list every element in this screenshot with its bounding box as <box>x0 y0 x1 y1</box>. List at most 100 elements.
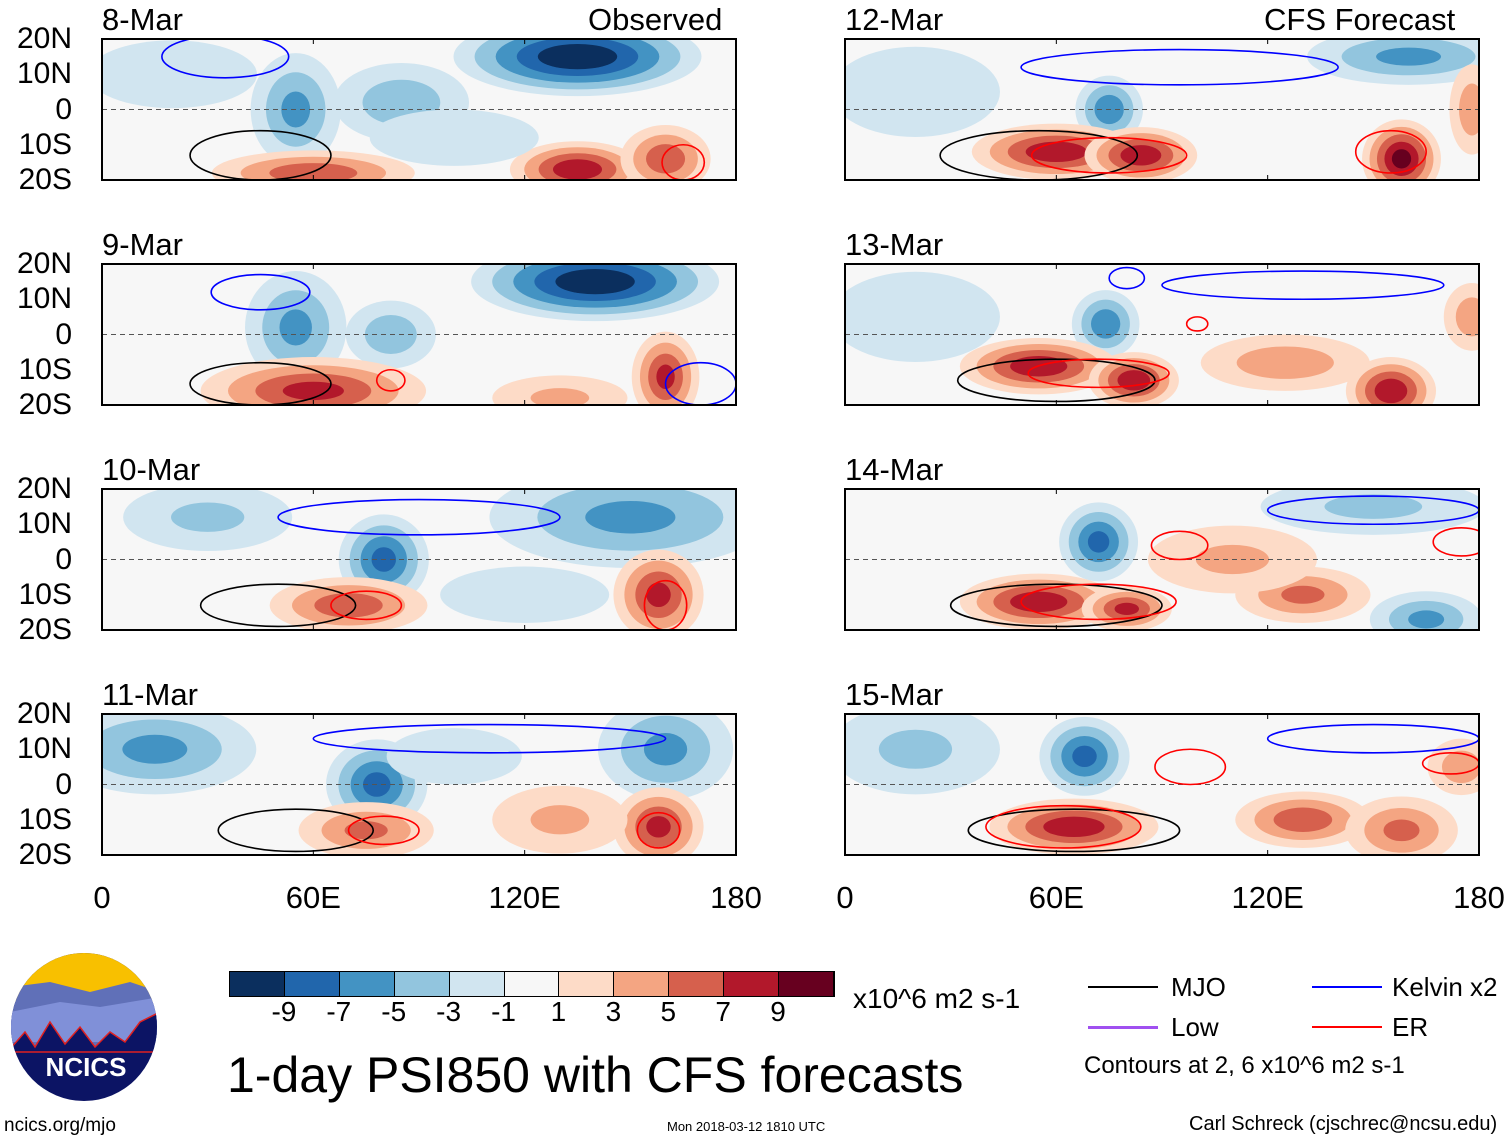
lat-label: 0 <box>55 767 72 801</box>
colorbar-tick: -7 <box>326 996 352 1027</box>
kelvin-contour <box>210 273 311 311</box>
panel-frame <box>101 38 737 181</box>
panel-date: 10-Mar <box>102 452 201 487</box>
er-contour <box>330 590 403 621</box>
colorbar-tick: 7 <box>715 996 731 1027</box>
anomaly-shading <box>314 593 383 618</box>
mjo-contour <box>217 808 375 853</box>
lat-label: 0 <box>55 542 72 576</box>
map-panel <box>101 38 737 181</box>
credit: Carl Schreck (cjschrec@ncsu.edu) <box>1189 1113 1498 1135</box>
anomaly-shading <box>1236 346 1334 379</box>
anomaly-shading <box>282 381 344 401</box>
url-text[interactable]: ncics.org/mjo <box>4 1115 116 1136</box>
er-legend-label: ER <box>1392 1012 1429 1042</box>
er-contour <box>1020 583 1177 621</box>
anomaly-shading <box>1391 149 1412 169</box>
anomaly-shading <box>1383 819 1420 842</box>
lon-label: 180 <box>710 880 762 915</box>
kelvin-legend-label: Kelvin x2 <box>1392 972 1498 1002</box>
kelvin-contour <box>161 39 290 79</box>
er-contour <box>1150 530 1209 561</box>
map-panel <box>844 263 1480 406</box>
anomaly-shading <box>1072 745 1097 768</box>
er-contour <box>1027 358 1170 389</box>
colorbar-tick: -5 <box>381 996 407 1027</box>
anomaly-shading <box>646 144 686 174</box>
colorbar-swatch <box>559 972 615 996</box>
panel-date: 13-Mar <box>845 227 944 262</box>
anomaly-shading <box>102 40 257 109</box>
map-panel <box>844 713 1480 856</box>
kelvin-contour <box>1161 270 1445 301</box>
map-panel <box>844 488 1480 631</box>
anomaly-shading <box>1114 602 1140 615</box>
lat-label: 10N <box>16 57 72 91</box>
lat-label: 0 <box>55 92 72 126</box>
colorbar-tick: -9 <box>271 996 297 1027</box>
er-contour <box>661 143 706 180</box>
lon-label: 60E <box>285 880 341 915</box>
mjo-contour <box>967 808 1181 853</box>
colorbar-swatch <box>779 972 834 996</box>
lat-label: 20N <box>16 247 72 280</box>
anomaly-shading <box>845 271 1000 362</box>
mjo-contour <box>199 583 357 628</box>
anomaly-shading <box>530 805 590 835</box>
panel-date: 15-Mar <box>845 677 944 712</box>
forecast-label: CFS Forecast <box>1264 2 1456 37</box>
colorbar-tick: 1 <box>550 996 567 1027</box>
anomaly-shading <box>878 729 953 769</box>
anomaly-shading <box>1455 297 1479 337</box>
lat-label: 10N <box>16 507 72 541</box>
map-panel <box>101 488 737 631</box>
panel-frame <box>844 38 1480 181</box>
contour-note: Contours at 2, 6 x10^6 m2 s-1 <box>1084 1052 1405 1079</box>
lon-label: 0 <box>93 880 111 915</box>
figure-title: 1-day PSI850 with CFS forecasts <box>227 1047 964 1103</box>
er-contour <box>1185 316 1209 332</box>
colorbar-swatch <box>669 972 725 996</box>
anomaly-shading <box>656 364 675 390</box>
panel-date: 11-Mar <box>102 677 198 712</box>
panel-frame <box>844 263 1480 406</box>
anomaly-shading <box>1376 47 1442 66</box>
anomaly-shading <box>643 733 688 766</box>
lat-label: 20N <box>16 697 72 730</box>
anomaly-shading <box>1010 591 1068 613</box>
panel-date: 9-Mar <box>102 227 183 262</box>
er-contour <box>1354 129 1427 174</box>
colorbar-swatch <box>504 972 560 996</box>
lat-label: 20S <box>18 388 72 421</box>
colorbar-tick: 5 <box>660 996 677 1027</box>
er-contour <box>375 368 406 392</box>
kelvin-contour <box>1108 266 1146 290</box>
lon-label: 120E <box>1231 880 1304 915</box>
lat-label: 20S <box>18 163 72 196</box>
anomaly-shading <box>552 159 603 180</box>
anomaly-shading <box>440 566 610 623</box>
er-contour <box>1432 526 1479 557</box>
colorbar-swatch <box>449 972 505 996</box>
anomaly-shading <box>555 268 635 295</box>
anomaly-shading <box>122 734 188 764</box>
panel-frame <box>844 488 1480 631</box>
lat-label: 10S <box>18 802 72 836</box>
er-contour <box>636 811 681 849</box>
anomaly-shading <box>1120 145 1162 166</box>
anomaly-shading <box>646 582 671 607</box>
anomaly-shading <box>537 43 618 70</box>
colorbar-units: x10^6 m2 s-1 <box>853 983 1021 1014</box>
kelvin-contour <box>277 498 561 536</box>
colorbar-tick: -3 <box>436 996 462 1027</box>
colorbar-swatch <box>284 972 340 996</box>
panel-frame <box>844 713 1480 856</box>
lon-label: 0 <box>836 880 854 915</box>
lat-label: 10S <box>18 127 72 161</box>
anomaly-shading <box>1441 750 1479 784</box>
anomaly-shading <box>845 46 1000 137</box>
panel-frame <box>101 713 737 856</box>
colorbar-swatch <box>724 972 780 996</box>
lat-label: 10S <box>18 352 72 386</box>
colorbar-swatch <box>339 972 395 996</box>
